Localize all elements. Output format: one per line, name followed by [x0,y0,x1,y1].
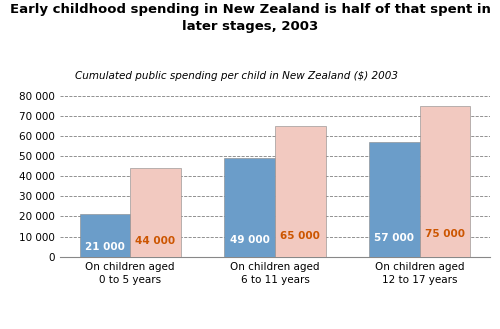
Text: Cumulated public spending per child in New Zealand ($) 2003: Cumulated public spending per child in N… [75,71,398,81]
Bar [369,142,420,257]
Bar [420,106,470,257]
Text: Early childhood spending in New Zealand is half of that spent in
later stages, 2: Early childhood spending in New Zealand … [10,3,490,33]
Bar [130,168,181,257]
Bar [224,158,275,257]
Text: 21 000: 21 000 [85,241,125,252]
Text: 75 000: 75 000 [425,229,465,239]
Text: 44 000: 44 000 [136,236,175,246]
Text: 57 000: 57 000 [374,233,414,243]
Bar [275,126,326,257]
Text: 49 000: 49 000 [230,235,270,245]
Text: 65 000: 65 000 [280,231,320,241]
Bar [80,215,130,257]
